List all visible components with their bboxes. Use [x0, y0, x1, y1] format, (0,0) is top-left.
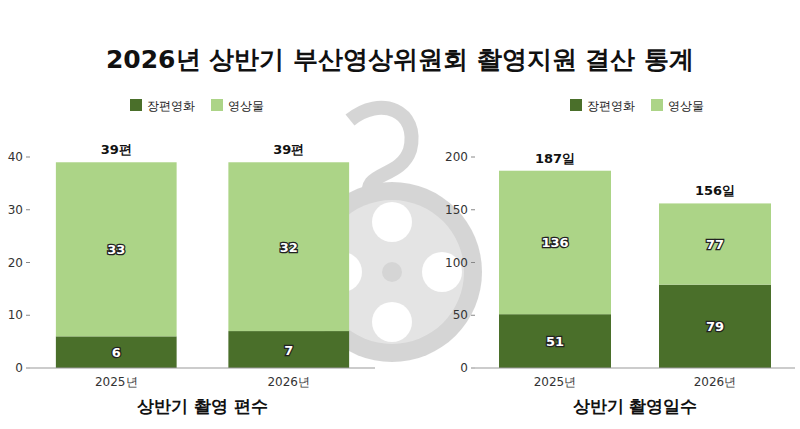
- data-label: 7: [284, 343, 293, 358]
- y-tick: [26, 368, 30, 369]
- chart-panel: 0 50 100 150 200 51 136 187일 79 77 156일 2025년 2026년상…: [445, 99, 795, 416]
- legend: 장편영화 영상물: [130, 99, 264, 113]
- legend: 장편영화 영상물: [570, 99, 704, 113]
- label-group: 6 33 39편 7 32 39편: [101, 142, 305, 360]
- data-label: 6: [112, 345, 121, 360]
- bar-segment: [56, 162, 177, 336]
- x-axis-title: 상반기 촬영 편수: [137, 396, 268, 416]
- y-tick-label: 100: [445, 256, 468, 270]
- legend-swatch: [211, 99, 223, 111]
- y-tick: [471, 157, 475, 158]
- total-label: 156일: [695, 183, 735, 198]
- data-label: 136: [541, 235, 568, 250]
- legend-swatch: [130, 99, 142, 111]
- x-tick-label: 2026년: [267, 375, 310, 389]
- y-tick: [26, 262, 30, 263]
- y-tick-label: 150: [445, 203, 468, 217]
- reel-hole: [372, 302, 412, 342]
- bar-segment: [659, 203, 771, 284]
- bar-segment: [499, 314, 611, 368]
- bar-segment: [228, 331, 349, 368]
- film-strip: [350, 108, 412, 200]
- bar-group: [499, 171, 771, 368]
- y-tick-label: 0: [460, 361, 468, 375]
- x-axis-line: [30, 368, 375, 369]
- x-tick-label: 2026년: [694, 375, 737, 389]
- legend-label: 장편영화: [147, 99, 195, 113]
- total-label: 39편: [101, 142, 132, 157]
- legend-label: 영상물: [668, 99, 704, 113]
- reel-hole: [372, 202, 412, 242]
- total-label: 187일: [535, 151, 575, 166]
- y-tick: [26, 157, 30, 158]
- data-label: 77: [706, 237, 724, 252]
- data-label: 33: [107, 242, 125, 257]
- main-title: 2026년 상반기 부산영상위원회 촬영지원 결산 통계: [106, 45, 694, 74]
- y-tick: [471, 262, 475, 263]
- x-tick-label: 2025년: [534, 375, 577, 389]
- y-tick: [26, 209, 30, 210]
- data-label: 51: [546, 334, 564, 349]
- y-tick-label: 10: [8, 308, 23, 322]
- chart-root: 2026년 상반기 부산영상위원회 촬영지원 결산 통계 0 10 20 30 40 6 33…: [0, 0, 800, 429]
- label-group: 51 136 187일 79 77 156일: [535, 151, 735, 349]
- bar-segment: [228, 162, 349, 331]
- bar-group: [56, 162, 349, 368]
- data-label: 79: [706, 319, 724, 334]
- y-tick: [471, 368, 475, 369]
- x-tick-label: 2025년: [95, 375, 138, 389]
- bar-segment: [499, 171, 611, 314]
- y-tick: [471, 315, 475, 316]
- x-axis-title: 상반기 촬영일수: [573, 396, 698, 416]
- chart-panel: 0 10 20 30 40 6 33 39편 7 32 39편 2025년 2026년상반기 촬영 편수…: [8, 99, 375, 416]
- y-tick-label: 20: [8, 256, 23, 270]
- y-tick-label: 0: [15, 361, 23, 375]
- legend-label: 영상물: [228, 99, 264, 113]
- bar-segment: [659, 285, 771, 368]
- legend-swatch: [570, 99, 582, 111]
- x-axis-line: [475, 368, 795, 369]
- reel-hub: [382, 262, 402, 282]
- data-label: 32: [280, 240, 298, 255]
- y-tick: [471, 209, 475, 210]
- y-tick-label: 40: [8, 150, 23, 164]
- y-tick: [26, 315, 30, 316]
- y-tick-label: 200: [445, 150, 468, 164]
- legend-label: 장편영화: [587, 99, 635, 113]
- y-tick-label: 30: [8, 203, 23, 217]
- bar-segment: [56, 336, 177, 368]
- total-label: 39편: [273, 142, 304, 157]
- legend-swatch: [651, 99, 663, 111]
- y-tick-label: 50: [453, 308, 468, 322]
